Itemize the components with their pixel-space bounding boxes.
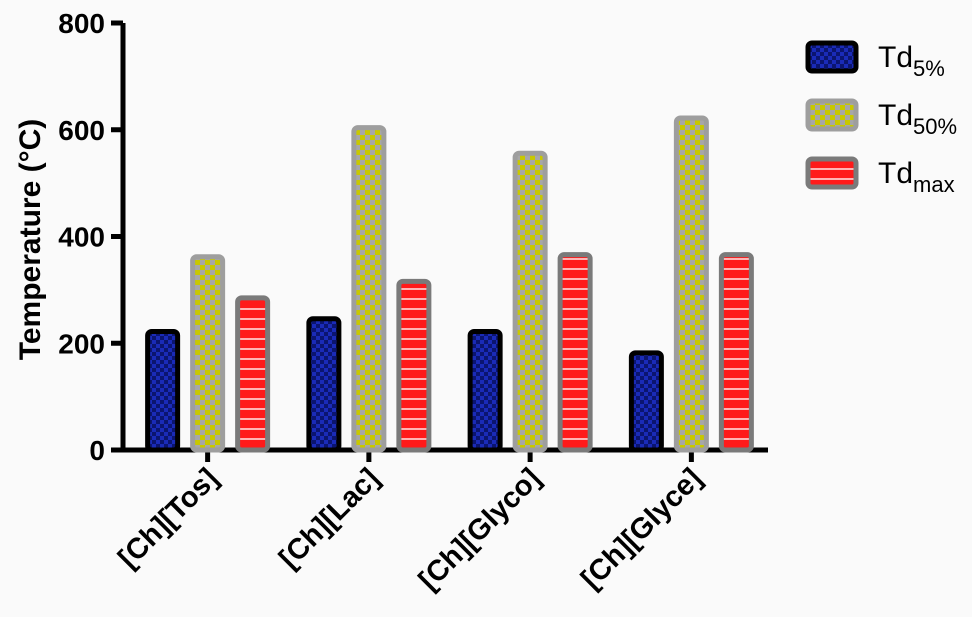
- bar-max-3: [718, 252, 754, 453]
- bar-max-0: [235, 295, 271, 453]
- bar-50pct-0: [190, 254, 226, 453]
- bar-50pct-2: [512, 150, 548, 453]
- legend-swatch: [805, 40, 859, 74]
- bar-5pct-1: [306, 316, 342, 453]
- legend-label: Td5%: [878, 41, 945, 81]
- bar-5pct-2: [467, 329, 503, 453]
- y-tick-label: 400: [58, 222, 105, 253]
- legend-swatch: [805, 98, 859, 132]
- y-axis-title: Temperature (°C): [14, 119, 47, 360]
- x-category-label: [Ch][Glyce]: [575, 462, 708, 595]
- bar-5pct-3: [628, 350, 664, 453]
- bar-max-1: [396, 278, 432, 453]
- x-category-label: [Ch][Glyco]: [413, 462, 547, 596]
- y-tick-label: 800: [58, 8, 105, 39]
- bar-50pct-1: [351, 125, 387, 453]
- legend-swatch: [805, 156, 859, 190]
- legend-label: Td50%: [878, 99, 957, 139]
- bars-group: [145, 115, 754, 453]
- x-category-label: [Ch][Tos]: [112, 462, 224, 574]
- bar-max-2: [557, 252, 593, 453]
- legend-label: Tdmax: [878, 157, 955, 197]
- x-category-label: [Ch][Lac]: [273, 462, 386, 575]
- y-tick-label: 200: [58, 328, 105, 359]
- bar-5pct-0: [145, 329, 181, 453]
- y-tick-label: 600: [58, 115, 105, 146]
- legend-group: Td5% Td50% Tdmax: [805, 40, 957, 197]
- y-tick-label: 0: [89, 435, 105, 466]
- bar-50pct-3: [673, 115, 709, 453]
